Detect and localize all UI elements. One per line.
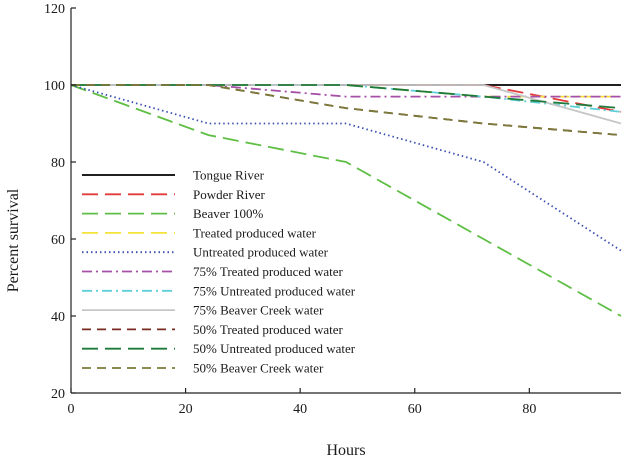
y-tick-label-20: 20 [51, 387, 65, 402]
legend-label-1: Tongue River [193, 168, 265, 183]
y-tick-label-100: 100 [44, 79, 65, 94]
y-tick-label-60: 60 [51, 233, 65, 248]
legend-label-9: 50% Treated produced water [193, 322, 343, 337]
legend-label-5: Untreated produced water [193, 245, 329, 260]
legend-label-4: Treated produced water [193, 225, 317, 240]
series-line-8 [71, 84, 622, 125]
y-axis-title: Percent survival [5, 188, 22, 292]
y-tick-label-40: 40 [51, 310, 65, 325]
y-tick-label-80: 80 [51, 156, 65, 171]
series-line-11 [71, 84, 622, 136]
legend-label-2: Powder River [193, 187, 266, 202]
x-tick-label-20: 20 [179, 402, 193, 417]
legend-label-8: 75% Beaver Creek water [193, 303, 324, 318]
legend-label-6: 75% Treated produced water [193, 264, 343, 279]
legend-label-7: 75% Untreated produced water [193, 283, 356, 298]
x-tick-label-40: 40 [293, 402, 307, 417]
legend-label-10: 50% Untreated produced water [193, 341, 356, 356]
x-tick-label-0: 0 [68, 402, 75, 417]
x-tick-label-60: 60 [408, 402, 422, 417]
series-line-5 [70, 84, 622, 252]
series-layer [70, 84, 622, 317]
y-tick-label-120: 120 [44, 2, 65, 17]
legend-label-11: 50% Beaver Creek water [193, 361, 324, 376]
series-line-3 [70, 84, 622, 317]
x-axis-title: Hours [326, 442, 365, 459]
x-tick-label-80: 80 [522, 402, 536, 417]
legend-label-3: Beaver 100% [193, 206, 264, 221]
series-line-6 [71, 84, 621, 98]
legend: Tongue River Powder River Beaver 100% Treat… [82, 168, 356, 376]
